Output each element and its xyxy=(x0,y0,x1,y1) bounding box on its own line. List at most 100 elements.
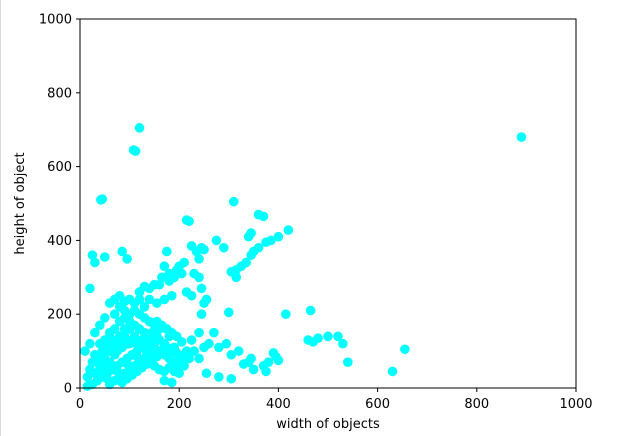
y-tick-label: 200 xyxy=(47,308,72,323)
data-point xyxy=(102,342,113,353)
data-point xyxy=(201,368,212,379)
y-tick-label: 600 xyxy=(47,160,72,175)
data-point xyxy=(80,346,90,356)
data-point xyxy=(176,268,187,279)
x-tick-label: 400 xyxy=(266,397,291,412)
data-point xyxy=(196,309,207,320)
data-point xyxy=(226,373,237,384)
data-point xyxy=(231,272,242,283)
data-point xyxy=(343,357,353,367)
data-point xyxy=(134,294,145,305)
data-point xyxy=(186,335,197,345)
data-point xyxy=(219,242,229,253)
data-point xyxy=(214,342,224,353)
data-point xyxy=(130,146,141,156)
data-point xyxy=(228,196,239,207)
data-point xyxy=(82,381,93,391)
data-point xyxy=(194,327,204,338)
data-point xyxy=(233,346,244,356)
y-tick-label: 400 xyxy=(47,234,72,249)
data-point xyxy=(154,335,165,345)
data-point xyxy=(186,290,197,301)
data-point xyxy=(85,338,95,349)
data-point xyxy=(224,307,234,318)
data-point xyxy=(194,353,204,364)
data-point xyxy=(199,342,209,353)
data-point xyxy=(109,309,120,320)
data-point xyxy=(238,359,249,369)
data-point xyxy=(97,194,108,204)
data-point xyxy=(90,327,100,338)
data-point xyxy=(107,335,118,345)
data-point xyxy=(164,268,175,279)
data-point xyxy=(273,355,284,366)
data-point xyxy=(147,327,157,338)
data-point xyxy=(196,283,207,294)
data-point xyxy=(171,348,182,358)
left-edge-line xyxy=(0,0,1,436)
data-point xyxy=(112,366,122,377)
data-point xyxy=(246,353,256,364)
data-point xyxy=(516,132,527,142)
data-point xyxy=(102,373,113,384)
data-point xyxy=(174,368,184,379)
data-point xyxy=(283,225,294,235)
data-point xyxy=(119,331,130,342)
data-point xyxy=(184,216,194,227)
x-tick-label: 1000 xyxy=(559,397,592,412)
data-point xyxy=(109,324,120,334)
data-point xyxy=(253,209,264,220)
data-point xyxy=(139,302,150,312)
data-point xyxy=(261,366,271,377)
x-tick-label: 200 xyxy=(167,397,192,412)
data-point xyxy=(132,351,142,362)
data-point xyxy=(387,366,398,377)
data-point xyxy=(189,346,199,356)
data-point xyxy=(90,257,100,268)
data-point xyxy=(226,349,237,360)
y-axis-title: height of object xyxy=(13,152,28,254)
data-point xyxy=(166,377,177,388)
data-point xyxy=(171,331,182,342)
data-point xyxy=(246,250,256,260)
data-point xyxy=(273,231,284,242)
data-point xyxy=(109,349,120,360)
data-point xyxy=(243,231,254,242)
data-point xyxy=(214,372,224,382)
data-point xyxy=(323,331,333,342)
data-point xyxy=(400,344,410,355)
data-point xyxy=(166,290,177,301)
data-point xyxy=(184,353,194,364)
data-point xyxy=(109,294,120,305)
data-point xyxy=(152,298,162,308)
data-point xyxy=(159,261,170,272)
data-point xyxy=(124,294,135,305)
data-point xyxy=(186,241,197,251)
data-point xyxy=(181,346,192,356)
x-tick-label: 0 xyxy=(76,397,84,412)
data-point xyxy=(100,313,110,323)
x-tick-label: 800 xyxy=(464,397,489,412)
data-point xyxy=(157,272,167,283)
data-point xyxy=(134,287,145,297)
data-point xyxy=(305,305,316,316)
data-point xyxy=(124,324,135,334)
data-point xyxy=(199,244,209,255)
data-point xyxy=(159,294,170,305)
data-point xyxy=(333,331,343,342)
data-point xyxy=(87,357,98,367)
data-point xyxy=(162,246,172,257)
data-point xyxy=(114,338,125,349)
data-point xyxy=(85,283,95,294)
data-point xyxy=(90,349,100,360)
data-point xyxy=(142,348,152,358)
data-point xyxy=(248,364,259,375)
plot-frame xyxy=(79,18,577,389)
data-point xyxy=(281,309,291,320)
data-point xyxy=(117,377,127,388)
data-point xyxy=(159,375,170,386)
x-axis-ticks: 0 200 400 600 800 1000 xyxy=(76,388,593,412)
data-point xyxy=(85,364,95,375)
data-point xyxy=(95,320,105,331)
